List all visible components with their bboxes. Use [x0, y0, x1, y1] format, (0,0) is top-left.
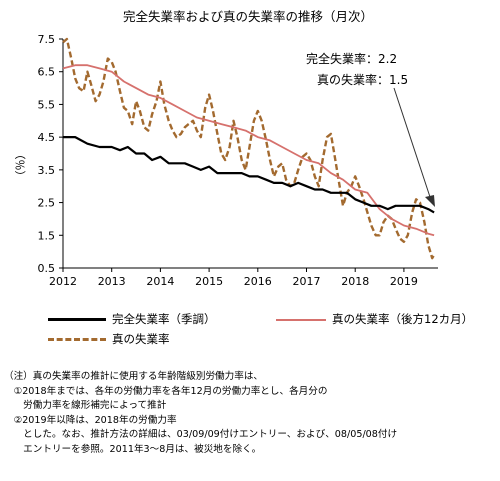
series-layer [62, 37, 436, 260]
x-tick-label: 2019 [390, 275, 418, 288]
y-tick-label: 7.5 [38, 33, 56, 46]
legend-item-true-unemployment: 真の失業率 [48, 331, 170, 347]
legend-swatch-solid-red [276, 318, 326, 321]
axes: 0.5 1.5 2.5 3.5 4.5 5.5 6.5 7.5 2012 2013 2014 2015… [38, 33, 438, 288]
series-line-0 [63, 136, 435, 214]
x-tick-label: 2013 [98, 275, 126, 288]
annotation-arrow-shaft [393, 87, 432, 201]
footnotes: （注）真の失業率の推計に使用する年齢階級別労働力率は、 ①2018年までは、各年… [4, 370, 496, 458]
x-tick-label: 2018 [341, 275, 369, 288]
annotation: 完全失業率：2.2 真の失業率：1.5 [306, 51, 435, 207]
note-line: ①2018年までは、各年の労働力率を各年12月の労働力率とし、各月分の [4, 385, 328, 397]
legend-label: 真の失業率（後方12カ月） [332, 312, 474, 326]
y-tick-label: 4.5 [38, 131, 56, 144]
legend-label: 完全失業率（季調） [112, 312, 216, 326]
legend-swatch-solid-black [48, 318, 106, 321]
note-line: （注）真の失業率の推計に使用する年齢階級別労働力率は、 [4, 371, 264, 382]
y-tick-label: 2.5 [38, 197, 56, 210]
chart-area: 完全失業率および真の失業率の推移（月次） （％） 0.5 1.5 2.5 3.5 4.5… [14, 9, 438, 288]
note-line: 労働力率を線形補完によって推計 [4, 400, 167, 412]
annotation-arrowhead [425, 195, 435, 207]
legend-label: 真の失業率 [112, 332, 170, 346]
y-tick-label: 1.5 [38, 229, 56, 242]
y-tick-label: 0.5 [38, 262, 56, 275]
note-line: エントリーを参照。2011年3～8月は、被災地を除く。 [4, 443, 262, 455]
annotation-line-2: 真の失業率：1.5 [317, 72, 408, 87]
chart-title: 完全失業率および真の失業率の推移（月次） [123, 9, 373, 24]
x-tick-label: 2015 [195, 275, 223, 288]
legend-item-unemployment-sa: 完全失業率（季調） [48, 311, 216, 327]
note-line: とした。なお、推計方法の詳細は、03/09/09付けエントリー、および、08/0… [4, 429, 398, 441]
series-line-2 [62, 37, 436, 260]
note-line: ②2019年以降は、2018年の労働力率 [4, 414, 177, 426]
legend-swatch-dashed-brown [48, 338, 106, 341]
y-tick-label: 6.5 [38, 66, 56, 79]
y-axis-label: （％） [14, 149, 27, 182]
annotation-line-1: 完全失業率：2.2 [306, 51, 397, 66]
y-tick-label: 3.5 [38, 164, 56, 177]
legend-item-true-unemployment-12m: 真の失業率（後方12カ月） [276, 311, 473, 327]
x-tick-label: 2014 [146, 275, 174, 288]
x-tick-label: 2016 [244, 275, 272, 288]
y-tick-label: 5.5 [38, 98, 56, 111]
x-tick-label: 2017 [293, 275, 321, 288]
x-tick-label: 2012 [49, 275, 77, 288]
